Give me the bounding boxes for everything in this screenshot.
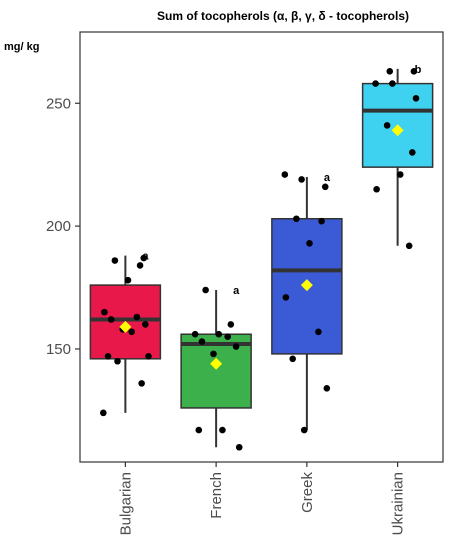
ukrainian-data-point <box>383 122 391 129</box>
french-box <box>180 333 252 409</box>
french-data-point <box>224 333 231 340</box>
greek-data-point <box>318 217 325 225</box>
french-data-point <box>198 338 206 345</box>
ukrainian-significance-letter: b <box>415 64 422 76</box>
bulgarian-data-point <box>111 257 119 264</box>
french-data-point <box>232 343 240 350</box>
greek-data-point <box>289 355 297 363</box>
y-tick-label: 250 <box>46 95 71 112</box>
ukrainian-data-point <box>412 95 420 102</box>
y-tick-label: 200 <box>46 218 71 235</box>
french-data-point <box>195 426 203 434</box>
greek-data-point <box>306 240 313 247</box>
ukrainian-data-point <box>389 80 396 87</box>
ukrainian-data-point <box>373 185 380 193</box>
french-data-point <box>191 330 199 338</box>
greek-data-point <box>298 176 305 183</box>
french-data-point <box>219 426 226 434</box>
bulgarian-data-point <box>140 254 148 262</box>
x-tick-label: Greek <box>299 472 316 513</box>
bulgarian-data-point <box>114 357 121 365</box>
bulgarian-data-point <box>136 262 144 269</box>
greek-data-point <box>323 384 331 392</box>
greek-data-point <box>300 426 308 434</box>
greek-significance-letter: a <box>324 172 331 184</box>
greek-data-point <box>282 294 290 301</box>
bulgarian-data-point <box>145 353 152 360</box>
chart-title: Sum of tocopherols (α, β, γ, δ - tocophe… <box>157 9 409 23</box>
x-tick-label: Ukrainian <box>390 472 407 535</box>
french-data-point <box>215 330 223 338</box>
french-data-point <box>210 350 217 358</box>
bulgarian-data-point <box>101 308 108 316</box>
greek-data-point <box>315 328 322 336</box>
ukrainian-data-point <box>386 68 394 75</box>
greek-data-point <box>293 215 300 223</box>
greek-data-point <box>321 183 329 191</box>
bulgarian-data-point <box>142 321 149 328</box>
french-data-point <box>202 286 209 294</box>
bulgarian-data-point <box>104 353 112 360</box>
ukrainian-data-point <box>410 68 418 75</box>
bulgarian-data-point <box>128 328 135 336</box>
bulgarian-data-point <box>107 316 115 323</box>
bulgarian-data-point <box>138 380 145 387</box>
french-data-point <box>235 443 243 451</box>
y-axis-unit-label: mg/ kg <box>4 41 39 53</box>
ukrainian-mean-marker <box>391 124 404 137</box>
bulgarian-data-point <box>100 409 107 417</box>
bulgarian-data-point <box>124 276 132 284</box>
ukrainian-data-point <box>372 80 379 87</box>
greek-data-point <box>281 171 289 178</box>
x-tick-label: Bulgarian <box>117 472 134 535</box>
ukrainian-data-point <box>396 171 404 178</box>
french-data-point <box>227 321 235 328</box>
x-tick-label: French <box>208 472 225 519</box>
french-significance-letter: a <box>233 285 240 297</box>
bulgarian-significance-letter: a <box>142 251 149 263</box>
french-mean-marker <box>210 357 223 370</box>
chart-marks: 150 200 250 a Bulgarian a French a Greek b Ukraini… <box>46 64 434 535</box>
y-tick-label: 150 <box>46 341 71 358</box>
plot-panel-border <box>79 31 444 463</box>
ukrainian-data-point <box>409 149 416 156</box>
ukrainian-data-point <box>405 242 413 250</box>
bulgarian-data-point <box>133 313 141 321</box>
bulgarian-mean-marker <box>119 320 132 333</box>
greek-mean-marker <box>300 279 313 292</box>
